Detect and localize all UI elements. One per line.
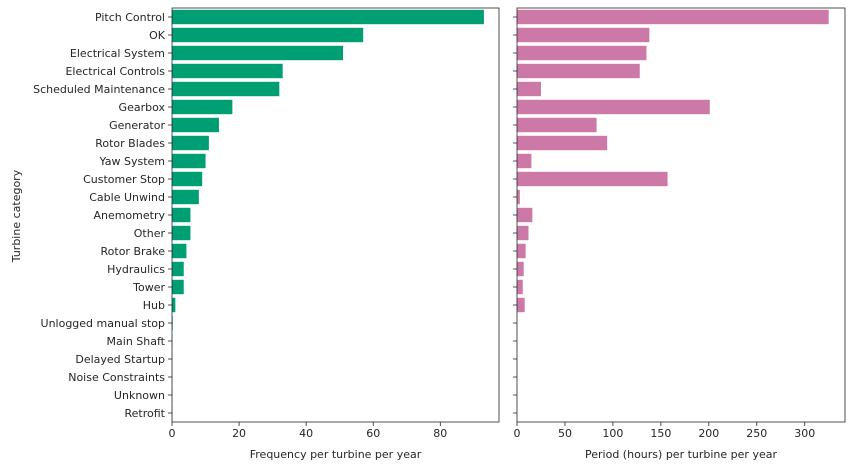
frequency-bar-yaw-system bbox=[172, 153, 206, 169]
period-bar-scheduled-maintenance bbox=[517, 81, 541, 97]
category-label: Rotor Blades bbox=[95, 137, 165, 150]
frequency-bar-hub bbox=[172, 297, 176, 313]
frequency-bar-rotor-brake bbox=[172, 243, 187, 259]
period-bar-ok bbox=[517, 27, 650, 43]
frequency-panel: Pitch Control OK Electrical System Electric… bbox=[33, 7, 500, 440]
frequency-xtick-label: 20 bbox=[232, 427, 246, 440]
category-label: Retrofit bbox=[125, 407, 166, 420]
frequency-bar-tower bbox=[172, 279, 184, 295]
category-label: Customer Stop bbox=[83, 173, 165, 186]
period-xtick-label: 50 bbox=[558, 427, 572, 440]
frequency-bar-ok bbox=[172, 27, 364, 43]
frequency-bar-hydraulics bbox=[172, 261, 184, 277]
frequency-bar-gearbox bbox=[172, 99, 233, 115]
category-label: Electrical System bbox=[70, 47, 165, 60]
category-label: Delayed Startup bbox=[75, 353, 165, 366]
period-xtick-label: 300 bbox=[794, 427, 815, 440]
period-bar-rotor-brake bbox=[517, 243, 526, 259]
period-xtick-label: 150 bbox=[650, 427, 671, 440]
period-bar-electrical-system bbox=[517, 45, 647, 61]
frequency-bar-generator bbox=[172, 117, 219, 133]
frequency-xtick-label: 40 bbox=[299, 427, 313, 440]
period-bar-customer-stop bbox=[517, 171, 668, 187]
category-label: Gearbox bbox=[119, 101, 166, 114]
category-label: Hydraulics bbox=[107, 263, 165, 276]
category-label: Pitch Control bbox=[95, 11, 165, 24]
x-axis-label-period: Period (hours) per turbine per year bbox=[585, 448, 777, 461]
frequency-xtick-label: 60 bbox=[366, 427, 380, 440]
period-bar-cable-unwind bbox=[517, 189, 520, 205]
category-label: Cable Unwind bbox=[89, 191, 165, 204]
category-label: OK bbox=[149, 29, 166, 42]
period-xtick-label: 0 bbox=[514, 427, 521, 440]
frequency-bar-rotor-blades bbox=[172, 135, 209, 151]
category-label: Unknown bbox=[114, 389, 165, 402]
period-bar-yaw-system bbox=[517, 153, 532, 169]
period-bar-gearbox bbox=[517, 99, 710, 115]
period-panel: 0 50 100 150 200 250 300 bbox=[513, 7, 846, 440]
period-xtick-label: 250 bbox=[746, 427, 767, 440]
period-bar-hub bbox=[517, 297, 525, 313]
y-axis-label: Turbine category bbox=[10, 169, 23, 263]
category-label: Unlogged manual stop bbox=[41, 317, 165, 330]
frequency-bar-anemometry bbox=[172, 207, 191, 223]
period-bar-tower bbox=[517, 279, 523, 295]
frequency-bar-cable-unwind bbox=[172, 189, 199, 205]
frequency-xtick-label: 0 bbox=[169, 427, 176, 440]
period-bar-pitch-control bbox=[517, 9, 829, 25]
category-label: Scheduled Maintenance bbox=[33, 83, 165, 96]
frequency-bar-pitch-control bbox=[172, 9, 484, 25]
period-xtick-label: 100 bbox=[602, 427, 623, 440]
frequency-bar-other bbox=[172, 225, 191, 241]
period-bar-rotor-blades bbox=[517, 135, 608, 151]
x-axis-label-frequency: Frequency per turbine per year bbox=[250, 448, 422, 461]
category-label: Generator bbox=[109, 119, 165, 132]
frequency-bar-customer-stop bbox=[172, 171, 203, 187]
category-label: Electrical Controls bbox=[65, 65, 165, 78]
frequency-bar-electrical-controls bbox=[172, 63, 283, 79]
frequency-axes-frame bbox=[171, 7, 500, 423]
category-label: Noise Constraints bbox=[68, 371, 165, 384]
period-bar-other bbox=[517, 225, 529, 241]
category-label: Tower bbox=[132, 281, 165, 294]
period-bar-electrical-controls bbox=[517, 63, 640, 79]
category-label: Hub bbox=[143, 299, 165, 312]
category-label: Yaw System bbox=[99, 155, 165, 168]
period-axes-frame bbox=[516, 7, 846, 423]
frequency-bar-electrical-system bbox=[172, 45, 344, 61]
frequency-bar-scheduled-maintenance bbox=[172, 81, 280, 97]
period-bar-generator bbox=[517, 117, 597, 133]
category-label: Anemometry bbox=[93, 209, 165, 222]
period-bar-anemometry bbox=[517, 207, 533, 223]
period-xtick-label: 200 bbox=[698, 427, 719, 440]
category-label: Other bbox=[134, 227, 166, 240]
category-label: Rotor Brake bbox=[101, 245, 166, 258]
frequency-xtick-label: 80 bbox=[433, 427, 447, 440]
period-bar-hydraulics bbox=[517, 261, 524, 277]
category-label: Main Shaft bbox=[107, 335, 166, 348]
